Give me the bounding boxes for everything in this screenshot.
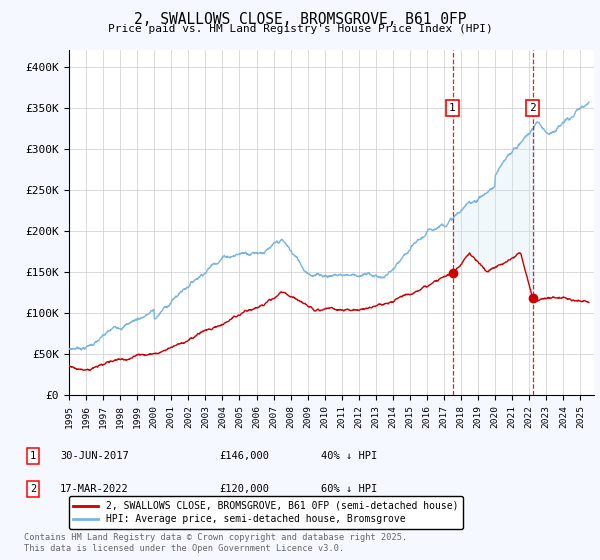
Text: 1: 1 bbox=[449, 103, 456, 113]
Text: 17-MAR-2022: 17-MAR-2022 bbox=[60, 484, 129, 494]
Text: 40% ↓ HPI: 40% ↓ HPI bbox=[321, 451, 377, 461]
Text: 2: 2 bbox=[529, 103, 536, 113]
Text: Contains HM Land Registry data © Crown copyright and database right 2025.
This d: Contains HM Land Registry data © Crown c… bbox=[24, 533, 407, 553]
Text: Price paid vs. HM Land Registry's House Price Index (HPI): Price paid vs. HM Land Registry's House … bbox=[107, 24, 493, 34]
Text: £120,000: £120,000 bbox=[219, 484, 269, 494]
Text: 2: 2 bbox=[30, 484, 36, 494]
Legend: 2, SWALLOWS CLOSE, BROMSGROVE, B61 0FP (semi-detached house), HPI: Average price: 2, SWALLOWS CLOSE, BROMSGROVE, B61 0FP (… bbox=[68, 496, 463, 529]
Text: 2, SWALLOWS CLOSE, BROMSGROVE, B61 0FP: 2, SWALLOWS CLOSE, BROMSGROVE, B61 0FP bbox=[134, 12, 466, 27]
Text: 30-JUN-2017: 30-JUN-2017 bbox=[60, 451, 129, 461]
Text: 60% ↓ HPI: 60% ↓ HPI bbox=[321, 484, 377, 494]
Text: £146,000: £146,000 bbox=[219, 451, 269, 461]
Text: 1: 1 bbox=[30, 451, 36, 461]
